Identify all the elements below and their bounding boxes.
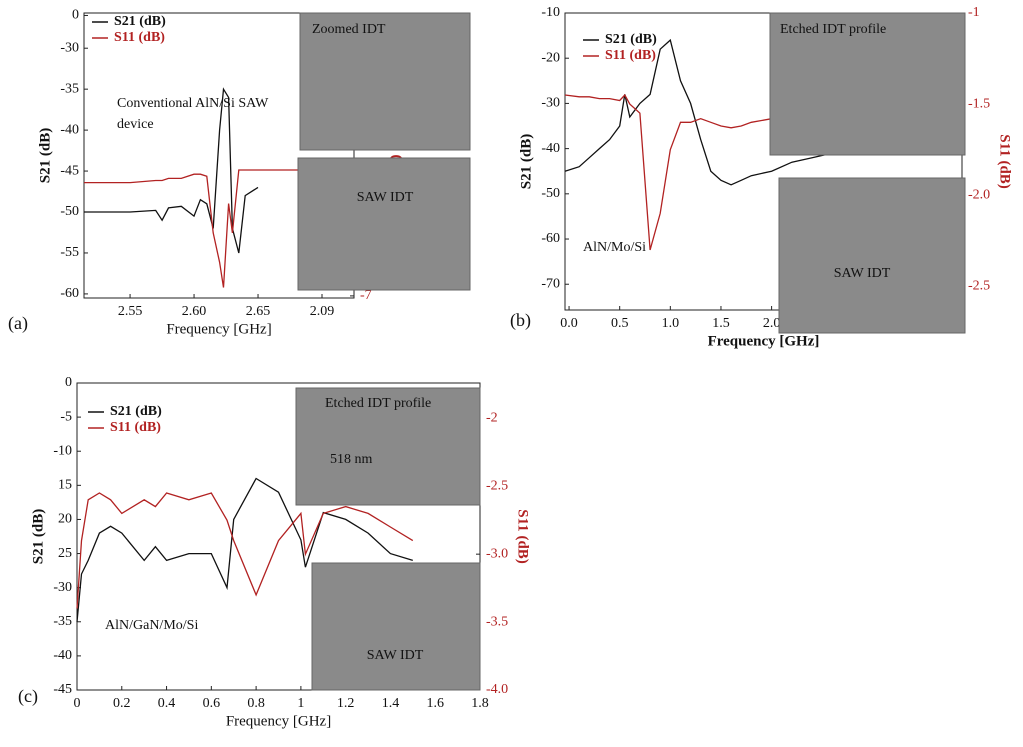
legend-label: S21 (dB) — [605, 32, 657, 47]
legend-label: S11 (dB) — [605, 48, 656, 63]
y-tick-label: -60 — [541, 231, 560, 246]
y2-tick-label: -7 — [360, 288, 372, 303]
y-tick-label: -45 — [60, 163, 79, 178]
inset-image — [311, 562, 481, 691]
inset-label: Etched IDT profile — [325, 396, 431, 411]
y-tick-label: -40 — [60, 122, 79, 137]
y-tick-label: -30 — [53, 580, 72, 595]
y-tick-label: 0 — [65, 375, 72, 390]
y-axis-label: S21 (dB) — [518, 134, 534, 189]
x-axis-label: Frequency [GHz] — [226, 713, 331, 729]
inset-label: SAW IDT — [834, 266, 891, 281]
y2-tick-label: -2.0 — [968, 187, 990, 202]
x-tick-label: 2.0 — [763, 316, 781, 331]
y-tick-label: -70 — [541, 276, 560, 291]
x-axis-label: Frequency [GHz] — [166, 321, 271, 337]
y-tick-label: -5 — [60, 409, 72, 424]
x-tick-label: 2.55 — [118, 304, 143, 319]
x-axis-label: Frequency [GHz] — [708, 333, 820, 349]
inset-image — [299, 12, 471, 151]
annotation: Conventional AlN/Si SAW — [117, 96, 269, 111]
plot-frame — [76, 382, 481, 691]
legend-label: S11 (dB) — [110, 420, 161, 435]
plot-frame — [564, 12, 963, 311]
x-tick-label: 1.2 — [337, 696, 355, 711]
y-tick-label: 15 — [58, 478, 72, 493]
y-tick-label: -30 — [60, 40, 79, 55]
inset-label: Etched IDT profile — [780, 22, 886, 37]
inset-image — [297, 157, 471, 291]
x-tick-label: 1.8 — [471, 696, 489, 711]
y-tick-label: 0 — [72, 8, 79, 23]
y2-axis-label: S11 (dB) — [515, 509, 531, 564]
y2-tick-label: -2 — [486, 411, 498, 426]
x-tick-label: 1.5 — [712, 316, 730, 331]
y-tick-label: -45 — [53, 682, 72, 697]
inset-image — [295, 387, 481, 506]
inset-image — [769, 12, 966, 156]
y-tick-label: -50 — [60, 204, 79, 219]
x-tick-label: 0.0 — [560, 316, 578, 331]
y-tick-label: 20 — [58, 512, 72, 527]
y-tick-label: -35 — [53, 614, 72, 629]
x-tick-label: 0 — [74, 696, 81, 711]
x-tick-label: 0.8 — [247, 696, 265, 711]
x-tick-label: 2.65 — [246, 304, 271, 319]
x-tick-label: 0.4 — [158, 696, 176, 711]
y-tick-label: -35 — [60, 81, 79, 96]
y2-axis-label: S11 (dB) — [997, 134, 1013, 189]
y-tick-label: -40 — [53, 648, 72, 663]
annotation: device — [117, 117, 154, 132]
series-line — [76, 477, 413, 622]
inset-label: SAW IDT — [357, 190, 414, 205]
x-tick-label: 2.60 — [182, 304, 207, 319]
panel-label: (c) — [18, 686, 38, 707]
legend-label: S11 (dB) — [114, 30, 165, 45]
x-tick-label: 0.6 — [203, 696, 221, 711]
y-tick-label: -30 — [541, 96, 560, 111]
y2-tick-label: -1.5 — [968, 96, 990, 111]
y-axis-label: S21 (dB) — [30, 509, 46, 564]
legend-label: S21 (dB) — [110, 404, 162, 419]
y-tick-label: -40 — [541, 141, 560, 156]
x-tick-label: 0.2 — [113, 696, 131, 711]
y-tick-label: -60 — [60, 286, 79, 301]
plot-frame — [83, 12, 355, 299]
inset-label: Zoomed IDT — [312, 22, 386, 37]
y-axis-label: S21 (dB) — [37, 128, 53, 183]
y2-tick-label: -3.5 — [486, 614, 508, 629]
series-line — [76, 492, 414, 609]
y2-tick-label: -3.0 — [486, 546, 508, 561]
x-tick-label: 0.5 — [611, 316, 629, 331]
inset-image — [778, 177, 966, 334]
x-tick-label: 1.6 — [426, 696, 444, 711]
inset-label: 518 nm — [330, 452, 373, 467]
y-tick-label: -10 — [53, 443, 72, 458]
series-line — [84, 87, 259, 254]
inset-label: SAW IDT — [367, 648, 424, 663]
annotation: AlN/Mo/Si — [583, 240, 646, 255]
y-tick-label: -50 — [541, 186, 560, 201]
y-tick-label: -10 — [541, 5, 560, 20]
x-tick-label: 1.0 — [662, 316, 680, 331]
x-tick-label: 1.4 — [382, 696, 400, 711]
y2-tick-label: -2.5 — [968, 279, 990, 294]
y-tick-label: -20 — [541, 50, 560, 65]
y-tick-label: 25 — [58, 546, 72, 561]
y2-tick-label: -2.5 — [486, 478, 508, 493]
y2-tick-label: -1 — [968, 5, 980, 20]
x-tick-label: 2.09 — [310, 304, 335, 319]
panel-label: (a) — [8, 313, 28, 334]
y-tick-label: -55 — [60, 245, 79, 260]
panel-label: (b) — [510, 310, 531, 331]
series-line — [84, 169, 348, 288]
series-line — [564, 38, 894, 186]
x-tick-label: 1 — [297, 696, 304, 711]
annotation: AlN/GaN/Mo/Si — [105, 618, 198, 633]
legend-label: S21 (dB) — [114, 14, 166, 29]
y2-tick-label: -4.0 — [486, 682, 508, 697]
